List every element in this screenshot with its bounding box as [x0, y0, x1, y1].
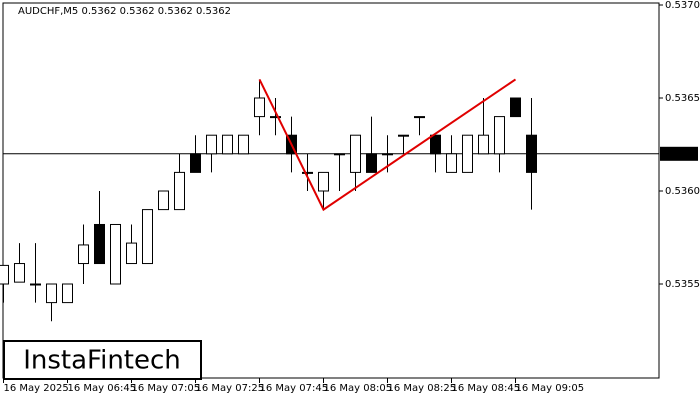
- candle-body: [206, 134, 217, 155]
- candle-body: [78, 244, 89, 265]
- x-tick-label: 16 May 09:05: [516, 383, 585, 394]
- candle-body: [382, 153, 393, 156]
- candle-body: [302, 171, 313, 174]
- logo: InstaFintech: [23, 346, 181, 376]
- candle-body: [0, 264, 9, 285]
- candle-body: [174, 171, 185, 211]
- x-tick-label: 16 May 08:05: [324, 383, 393, 394]
- candle-body: [222, 134, 233, 155]
- candle-body: [30, 283, 41, 286]
- candle-body: [398, 134, 409, 137]
- candle-body: [142, 209, 153, 265]
- candle-body: [62, 283, 73, 304]
- candle-body: [126, 242, 137, 265]
- candle-body: [238, 134, 249, 155]
- logo-box: [3, 340, 202, 380]
- candle-body: [462, 134, 473, 173]
- candle-body: [270, 116, 281, 119]
- plot-frame: [2, 2, 660, 379]
- candle-body: [254, 97, 265, 118]
- candle-body: [158, 190, 169, 211]
- x-tick-label: 16 May 07:45: [260, 383, 329, 394]
- y-tick-label: 0.5360: [665, 186, 700, 197]
- candle-body: [494, 116, 505, 155]
- pattern-line: [258, 78, 517, 212]
- candle-body: [446, 153, 457, 173]
- candle-body: [414, 116, 425, 119]
- candle-body: [366, 153, 377, 173]
- y-tick-label: 0.5365: [665, 93, 700, 104]
- x-tick-label: 16 May 07:25: [196, 383, 265, 394]
- x-tick-label: 16 May 07:05: [132, 383, 201, 394]
- candle-body: [94, 223, 105, 265]
- x-tick-label: 16 May 06:45: [68, 383, 137, 394]
- current-price-label: 0.5362: [664, 149, 699, 160]
- current-price-box: [660, 146, 698, 161]
- x-tick-label: 16 May 2025: [4, 383, 69, 394]
- candle-body: [334, 153, 345, 156]
- candle-body: [510, 97, 521, 118]
- candle-body: [526, 134, 537, 173]
- candle-body: [46, 283, 57, 304]
- candle-body: [478, 134, 489, 155]
- x-tick-label: 16 May 08:45: [452, 383, 521, 394]
- candle-body: [110, 223, 121, 285]
- candle-body: [430, 134, 441, 155]
- x-tick-label: 16 May 08:25: [388, 383, 457, 394]
- y-tick-label: 0.5370: [665, 0, 700, 11]
- candle-body: [190, 153, 201, 173]
- chart-title: AUDCHF,M5 0.5362 0.5362 0.5362 0.5362: [18, 6, 231, 17]
- candle-body: [318, 171, 329, 192]
- candle-body: [14, 263, 25, 283]
- y-tick-label: 0.5355: [665, 279, 700, 290]
- candle-body: [350, 134, 361, 173]
